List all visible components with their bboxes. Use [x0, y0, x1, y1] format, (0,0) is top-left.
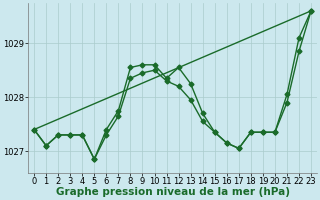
X-axis label: Graphe pression niveau de la mer (hPa): Graphe pression niveau de la mer (hPa)	[56, 187, 290, 197]
